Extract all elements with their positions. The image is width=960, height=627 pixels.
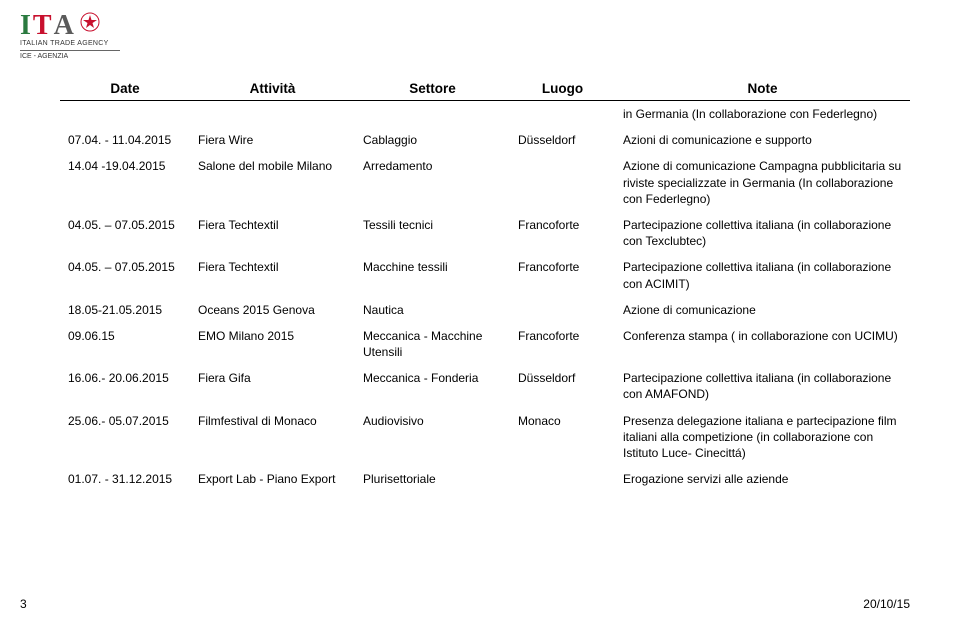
cell-date: 01.07. - 31.12.2015 xyxy=(60,466,190,492)
cell-settore xyxy=(355,101,510,128)
cell-date: 25.06.- 05.07.2015 xyxy=(60,408,190,467)
table-row: 01.07. - 31.12.2015Export Lab - Piano Ex… xyxy=(60,466,910,492)
cell-date: 04.05. – 07.05.2015 xyxy=(60,212,190,254)
cell-note: Azione di comunicazione Campagna pubblic… xyxy=(615,153,910,212)
table-row: 09.06.15EMO Milano 2015Meccanica - Macch… xyxy=(60,323,910,365)
cell-settore: Plurisettoriale xyxy=(355,466,510,492)
cell-note: Partecipazione collettiva italiana (in c… xyxy=(615,365,910,407)
footer-date: 20/10/15 xyxy=(863,597,910,611)
logo-divider xyxy=(20,50,120,51)
cell-settore: Meccanica - Fonderia xyxy=(355,365,510,407)
logo-letter-i: I xyxy=(20,10,33,42)
logo-letters: I T A xyxy=(20,10,120,42)
cell-attivita: Fiera Techtextil xyxy=(190,254,355,296)
cell-settore: Audiovisivo xyxy=(355,408,510,467)
cell-attivita: Fiera Wire xyxy=(190,127,355,153)
content-area: Date Attività Settore Luogo Note in Germ… xyxy=(60,75,910,492)
cell-note: Conferenza stampa ( in collaborazione co… xyxy=(615,323,910,365)
cell-settore: Cablaggio xyxy=(355,127,510,153)
cell-attivita: Oceans 2015 Genova xyxy=(190,297,355,323)
cell-settore: Macchine tessili xyxy=(355,254,510,296)
col-header-attivita: Attività xyxy=(190,75,355,101)
cell-date: 16.06.- 20.06.2015 xyxy=(60,365,190,407)
cell-luogo xyxy=(510,101,615,128)
logo-ice-label: ICE - AGENZIA xyxy=(20,53,120,60)
cell-date xyxy=(60,101,190,128)
table-row: 25.06.- 05.07.2015Filmfestival di Monaco… xyxy=(60,408,910,467)
logo-subtitle: ITALIAN TRADE AGENCY xyxy=(20,40,120,47)
cell-note: Erogazione servizi alle aziende xyxy=(615,466,910,492)
cell-date: 18.05-21.05.2015 xyxy=(60,297,190,323)
cell-note: Presenza delegazione italiana e partecip… xyxy=(615,408,910,467)
cell-attivita: Salone del mobile Milano xyxy=(190,153,355,212)
cell-attivita: Fiera Techtextil xyxy=(190,212,355,254)
table-row: 14.04 -19.04.2015Salone del mobile Milan… xyxy=(60,153,910,212)
cell-date: 14.04 -19.04.2015 xyxy=(60,153,190,212)
cell-luogo: Düsseldorf xyxy=(510,365,615,407)
cell-attivita: Fiera Gifa xyxy=(190,365,355,407)
cell-attivita: EMO Milano 2015 xyxy=(190,323,355,365)
cell-settore: Tessili tecnici xyxy=(355,212,510,254)
table-row: in Germania (In collaborazione con Feder… xyxy=(60,101,910,128)
cell-luogo xyxy=(510,153,615,212)
col-header-settore: Settore xyxy=(355,75,510,101)
cell-luogo: Francoforte xyxy=(510,212,615,254)
logo-letter-a: A xyxy=(54,10,76,42)
logo-letter-t: T xyxy=(33,10,54,42)
cell-luogo: Düsseldorf xyxy=(510,127,615,153)
cell-date: 07.04. - 11.04.2015 xyxy=(60,127,190,153)
cell-note: Partecipazione collettiva italiana (in c… xyxy=(615,254,910,296)
cell-attivita: Export Lab - Piano Export xyxy=(190,466,355,492)
cell-attivita: Filmfestival di Monaco xyxy=(190,408,355,467)
col-header-note: Note xyxy=(615,75,910,101)
cell-settore: Nautica xyxy=(355,297,510,323)
table-row: 07.04. - 11.04.2015Fiera WireCablaggioDü… xyxy=(60,127,910,153)
col-header-date: Date xyxy=(60,75,190,101)
activities-table: Date Attività Settore Luogo Note in Germ… xyxy=(60,75,910,492)
cell-luogo: Monaco xyxy=(510,408,615,467)
page-number: 3 xyxy=(20,597,27,611)
cell-note: Partecipazione collettiva italiana (in c… xyxy=(615,212,910,254)
emblem-icon xyxy=(80,12,100,32)
cell-settore: Arredamento xyxy=(355,153,510,212)
footer: 3 20/10/15 xyxy=(20,597,910,611)
cell-luogo xyxy=(510,297,615,323)
cell-luogo xyxy=(510,466,615,492)
table-row: 16.06.- 20.06.2015Fiera GifaMeccanica - … xyxy=(60,365,910,407)
table-header-row: Date Attività Settore Luogo Note xyxy=(60,75,910,101)
table-row: 04.05. – 07.05.2015Fiera TechtextilMacch… xyxy=(60,254,910,296)
col-header-luogo: Luogo xyxy=(510,75,615,101)
cell-luogo: Francoforte xyxy=(510,323,615,365)
cell-note: Azioni di comunicazione e supporto xyxy=(615,127,910,153)
cell-attivita xyxy=(190,101,355,128)
cell-note: Azione di comunicazione xyxy=(615,297,910,323)
cell-settore: Meccanica - Macchine Utensili xyxy=(355,323,510,365)
table-row: 04.05. – 07.05.2015Fiera TechtextilTessi… xyxy=(60,212,910,254)
cell-date: 09.06.15 xyxy=(60,323,190,365)
logo: I T A ITALIAN TRADE AGENCY ICE - AGENZIA xyxy=(20,10,120,60)
cell-luogo: Francoforte xyxy=(510,254,615,296)
table-row: 18.05-21.05.2015Oceans 2015 GenovaNautic… xyxy=(60,297,910,323)
cell-note: in Germania (In collaborazione con Feder… xyxy=(615,101,910,128)
cell-date: 04.05. – 07.05.2015 xyxy=(60,254,190,296)
table-body: in Germania (In collaborazione con Feder… xyxy=(60,101,910,493)
